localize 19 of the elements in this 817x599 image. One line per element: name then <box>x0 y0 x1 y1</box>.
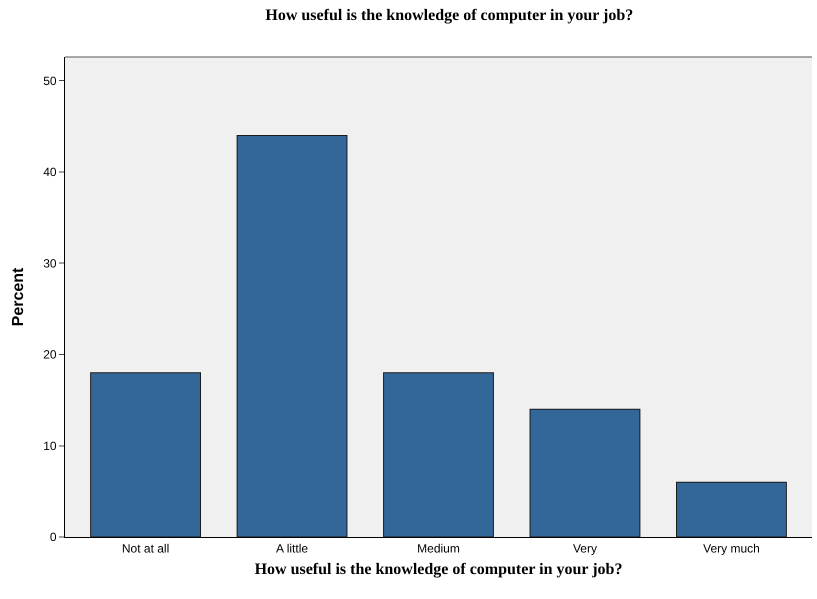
y-axis-title: Percent <box>10 266 28 326</box>
x-tick-label: Very <box>572 541 597 556</box>
x-tick-label: A little <box>276 541 308 556</box>
y-tick-label: 10 <box>43 438 57 453</box>
x-axis-title: How useful is the knowledge of computer in your job? <box>254 561 622 578</box>
y-tick-label: 0 <box>50 530 57 544</box>
bar <box>530 408 640 537</box>
bar <box>236 134 348 537</box>
y-tick-label: 20 <box>43 348 57 362</box>
y-tick-label: 30 <box>43 256 57 270</box>
bar <box>383 372 494 537</box>
x-tick-label: Not at all <box>122 541 170 556</box>
x-tick-label: Very much <box>703 541 760 556</box>
y-tick-label: 50 <box>43 74 57 88</box>
bar <box>676 482 787 537</box>
chart-title: How useful is the knowledge of computer in your job? <box>265 7 634 24</box>
x-tick-label: Medium <box>417 541 460 556</box>
bar <box>90 372 201 537</box>
y-tick-label: 40 <box>43 165 57 180</box>
